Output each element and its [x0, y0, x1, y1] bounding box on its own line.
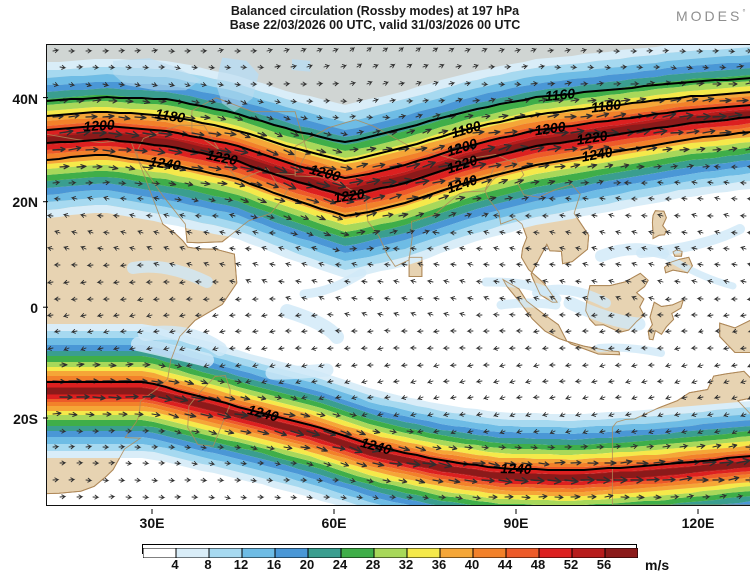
svg-text:1240: 1240 [500, 460, 532, 477]
svg-text:1200: 1200 [83, 116, 115, 134]
svg-text:1160: 1160 [544, 85, 576, 104]
